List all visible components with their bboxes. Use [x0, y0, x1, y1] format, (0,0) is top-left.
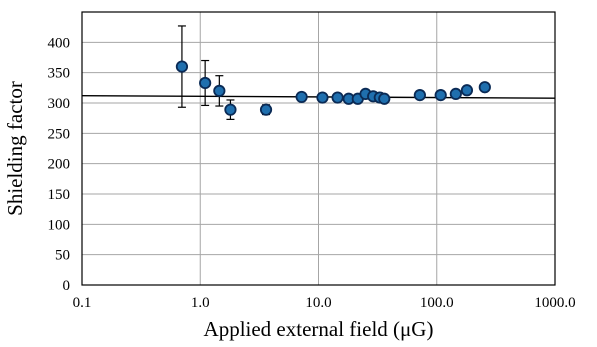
data-point: [478, 81, 491, 94]
x-tick-label: 10.0: [305, 295, 331, 311]
data-point: [434, 89, 447, 102]
x-tick-label: 1.0: [191, 295, 210, 311]
x-axis-tick-labels: 0.1 1.0 10.0 100.0 1000.0: [73, 295, 576, 311]
y-tick-label: 0: [63, 278, 71, 294]
data-points: [175, 60, 491, 116]
data-point: [224, 103, 237, 116]
data-point: [199, 76, 212, 90]
y-tick-label: 150: [48, 187, 71, 203]
plot-area-frame: [81, 11, 556, 286]
y-axis-title: Shielding factor: [3, 81, 27, 216]
data-point: [413, 89, 426, 102]
data-point: [213, 84, 226, 97]
grid-lines: [81, 12, 556, 286]
data-point: [259, 103, 273, 116]
y-tick-label: 350: [48, 66, 71, 82]
y-tick-label: 250: [48, 126, 71, 142]
y-tick-label: 50: [55, 248, 70, 264]
y-tick-label: 300: [48, 96, 71, 112]
data-point: [295, 90, 308, 104]
x-tick-label: 1000.0: [534, 295, 575, 311]
y-tick-label: 100: [48, 217, 71, 233]
data-point: [449, 87, 462, 101]
x-tick-label: 0.1: [73, 295, 92, 311]
x-tick-label: 100.0: [420, 295, 454, 311]
data-point: [378, 92, 391, 105]
y-tick-label: 200: [48, 157, 71, 173]
data-point: [316, 91, 329, 104]
data-point: [175, 60, 189, 73]
data-point: [460, 84, 474, 97]
x-axis-title: Applied external field (μG): [204, 317, 434, 341]
y-axis-tick-labels: 0 50 100 150 200 250 300 350 400: [48, 35, 71, 294]
data-point: [331, 91, 344, 104]
y-tick-label: 400: [48, 35, 71, 51]
